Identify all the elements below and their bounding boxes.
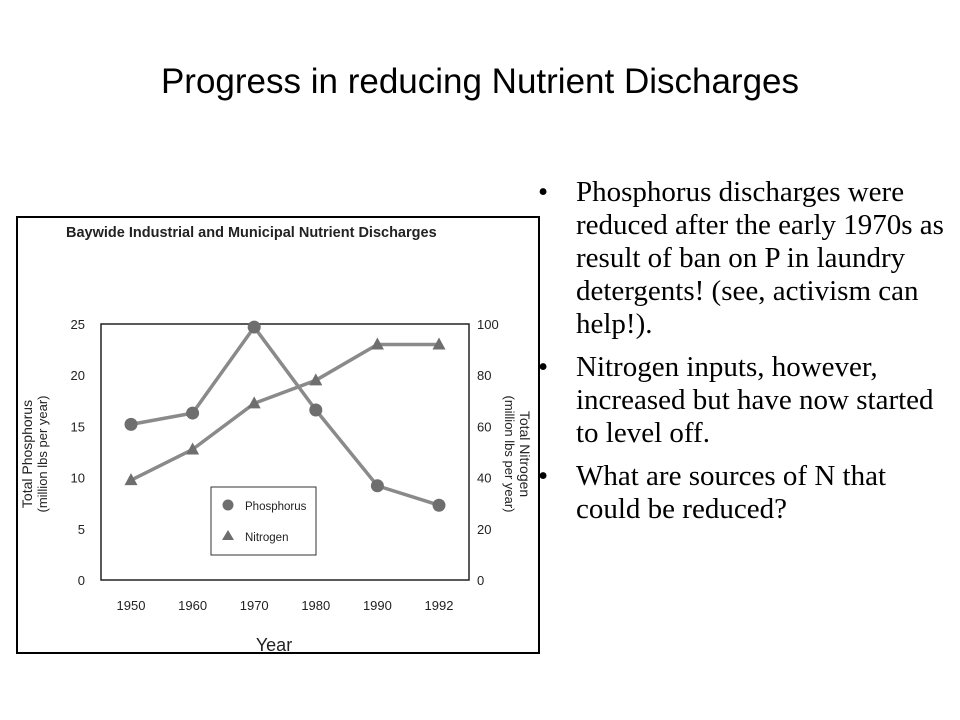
nitrogen-point — [432, 337, 446, 350]
nitrogen-point — [247, 396, 261, 409]
y-left-tick-label: 5 — [78, 522, 85, 537]
y-left-axis-title-1: Total Phosphorus — [19, 400, 35, 508]
phosphorus-point — [309, 403, 323, 417]
y-right-tick-label: 0 — [477, 573, 484, 588]
y-left-axis-title-2: (million lbs per year) — [35, 395, 50, 512]
bullet-item: • Phosphorus discharges were reduced aft… — [538, 176, 948, 341]
y-left-tick-label: 25 — [71, 317, 85, 332]
bullet-text: What are sources of N that could be redu… — [576, 460, 887, 525]
y-left-tick-label: 0 — [78, 573, 85, 588]
bullet-glyph: • — [538, 351, 549, 383]
legend-box — [210, 486, 317, 556]
x-axis-title: Year — [256, 635, 292, 652]
phosphorus-point — [186, 406, 200, 420]
y-left-tick-label: 20 — [71, 368, 85, 383]
bullet-text: Nitrogen inputs, however, increased but … — [576, 351, 934, 449]
x-tick-label: 1980 — [301, 598, 330, 613]
y-left-tick-label: 15 — [71, 419, 85, 434]
y-right-tick-label: 100 — [477, 317, 499, 332]
phosphorus-point — [247, 320, 261, 334]
x-tick-label: 1950 — [117, 598, 146, 613]
chart-frame: Baywide Industrial and Municipal Nutrien… — [16, 216, 540, 654]
bullet-item: • Nitrogen inputs, however, increased bu… — [538, 351, 948, 450]
legend-phosphorus-marker — [222, 499, 234, 511]
phosphorus-line — [130, 325, 440, 507]
y-right-axis-title-1: Total Nitrogen — [517, 411, 533, 497]
bullet-glyph: • — [538, 460, 549, 492]
nitrogen-line — [130, 342, 439, 482]
legend-nitrogen-marker — [222, 530, 234, 540]
y-right-tick-label: 40 — [477, 471, 491, 486]
plot-area — [100, 323, 470, 581]
bullet-text: Phosphorus discharges were reduced after… — [576, 176, 944, 340]
legend: Phosphorus Nitrogen — [210, 486, 317, 556]
y-right-tick-label: 80 — [477, 368, 491, 383]
bullet-item: • What are sources of N that could be re… — [538, 460, 948, 526]
chart: Baywide Industrial and Municipal Nutrien… — [19, 225, 533, 652]
legend-nitrogen-label: Nitrogen — [245, 532, 288, 544]
slide-title: Progress in reducing Nutrient Discharges — [160, 62, 800, 101]
x-tick-label: 1992 — [425, 598, 454, 613]
nitrogen-point — [309, 373, 323, 386]
y-left-tick-label: 10 — [71, 471, 85, 486]
phosphorus-point — [124, 417, 138, 431]
y-right-tick-label: 20 — [477, 522, 491, 537]
bullet-list: • Phosphorus discharges were reduced aft… — [538, 176, 948, 536]
y-right-tick-label: 60 — [477, 419, 491, 434]
phosphorus-point — [370, 479, 384, 493]
phosphorus-point — [432, 498, 446, 512]
nitrogen-point — [370, 337, 384, 350]
nitrogen-point — [186, 442, 200, 455]
chart-title: Baywide Industrial and Municipal Nutrien… — [66, 225, 437, 241]
x-tick-label: 1970 — [240, 598, 269, 613]
x-tick-label: 1960 — [178, 598, 207, 613]
bullet-glyph: • — [538, 176, 549, 208]
legend-phosphorus-label: Phosphorus — [245, 501, 307, 513]
nitrogen-point — [124, 473, 138, 486]
y-right-axis-title-2: (million lbs per year) — [502, 395, 517, 512]
x-tick-label: 1990 — [363, 598, 392, 613]
